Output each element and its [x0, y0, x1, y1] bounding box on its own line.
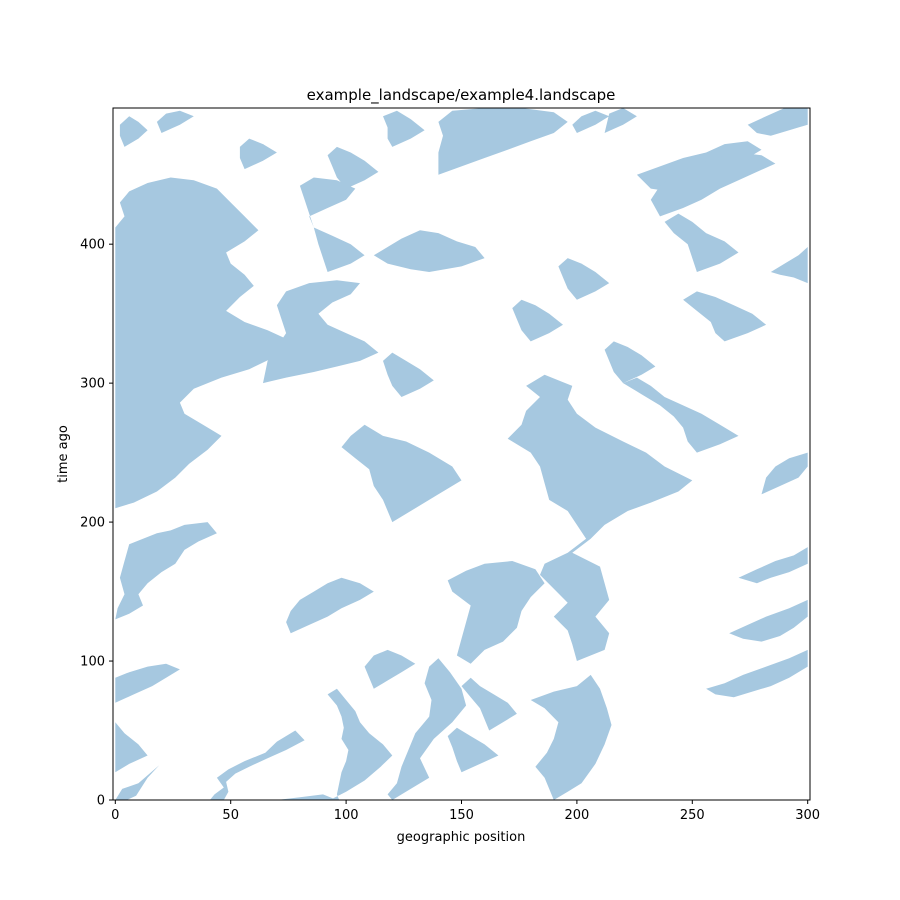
chart-title: example_landscape/example4.landscape — [307, 86, 616, 105]
x-tick-label: 200 — [564, 808, 589, 823]
x-tick-label: 250 — [680, 808, 705, 823]
x-axis-label: geographic position — [397, 830, 526, 845]
landscape-area-29 — [364, 649, 416, 689]
landscape-area-18 — [664, 213, 739, 272]
landscape-area-17 — [683, 291, 767, 342]
landscape-area-20 — [706, 649, 808, 698]
y-tick-label: 200 — [80, 516, 105, 531]
landscape-area-9 — [115, 177, 296, 509]
landscape-area-10 — [263, 280, 379, 384]
landscape-area-40 — [239, 138, 277, 170]
landscape-area-42 — [604, 108, 637, 133]
landscape-area-32 — [383, 352, 434, 397]
landscape-area-6 — [507, 374, 693, 661]
landscape-area-16 — [623, 377, 739, 453]
landscape-area-26 — [286, 577, 374, 634]
landscape-area-1 — [209, 730, 305, 800]
landscape-area-12 — [341, 424, 462, 523]
landscape-area-37 — [383, 110, 425, 147]
x-tick-label: 50 — [222, 808, 239, 823]
y-tick-label: 0 — [97, 794, 105, 809]
landscape-area-28 — [115, 663, 180, 703]
landscape-area-30 — [461, 677, 517, 731]
landscape-area-39 — [156, 110, 194, 133]
landscape-area-36 — [327, 146, 379, 189]
landscape-area-25 — [747, 108, 808, 136]
landscape-area-27 — [115, 722, 148, 773]
x-tick-label: 100 — [334, 808, 359, 823]
landscape-area-7 — [447, 561, 545, 664]
landscape-area-24 — [761, 452, 808, 495]
x-axis: 0 50 100 150 200 250 300 — [111, 800, 820, 823]
landscape-area-31 — [447, 727, 499, 773]
landscape-area-23 — [770, 247, 808, 284]
landscape-area-8 — [115, 522, 217, 620]
y-tick-label: 300 — [80, 377, 105, 392]
y-axis: 0 100 200 300 400 — [80, 238, 113, 809]
landscape-area-21 — [729, 599, 808, 642]
landscape-area-11 — [299, 177, 365, 272]
landscape-area-0 — [115, 765, 160, 800]
landscape-area-3 — [327, 688, 393, 800]
landscape-area-14 — [438, 108, 568, 175]
y-tick-label: 100 — [80, 655, 105, 670]
landscape-area-22 — [738, 547, 808, 584]
landscape-area-38 — [119, 116, 148, 147]
y-axis-label: time ago — [56, 425, 71, 483]
landscape-area-19 — [650, 152, 776, 217]
landscape-area-41 — [572, 110, 610, 133]
x-tick-label: 0 — [111, 808, 119, 823]
landscape-area-34 — [558, 258, 610, 300]
landscape-area-33 — [512, 299, 563, 342]
landscape-areas — [115, 108, 808, 800]
x-tick-label: 300 — [795, 808, 820, 823]
landscape-area-2 — [276, 794, 337, 800]
y-tick-label: 400 — [80, 238, 105, 253]
landscape-area-35 — [604, 341, 656, 384]
x-tick-label: 150 — [449, 808, 474, 823]
landscape-area-13 — [373, 230, 485, 272]
landscape-area-4 — [387, 658, 467, 800]
landscape-area-5 — [530, 674, 612, 800]
